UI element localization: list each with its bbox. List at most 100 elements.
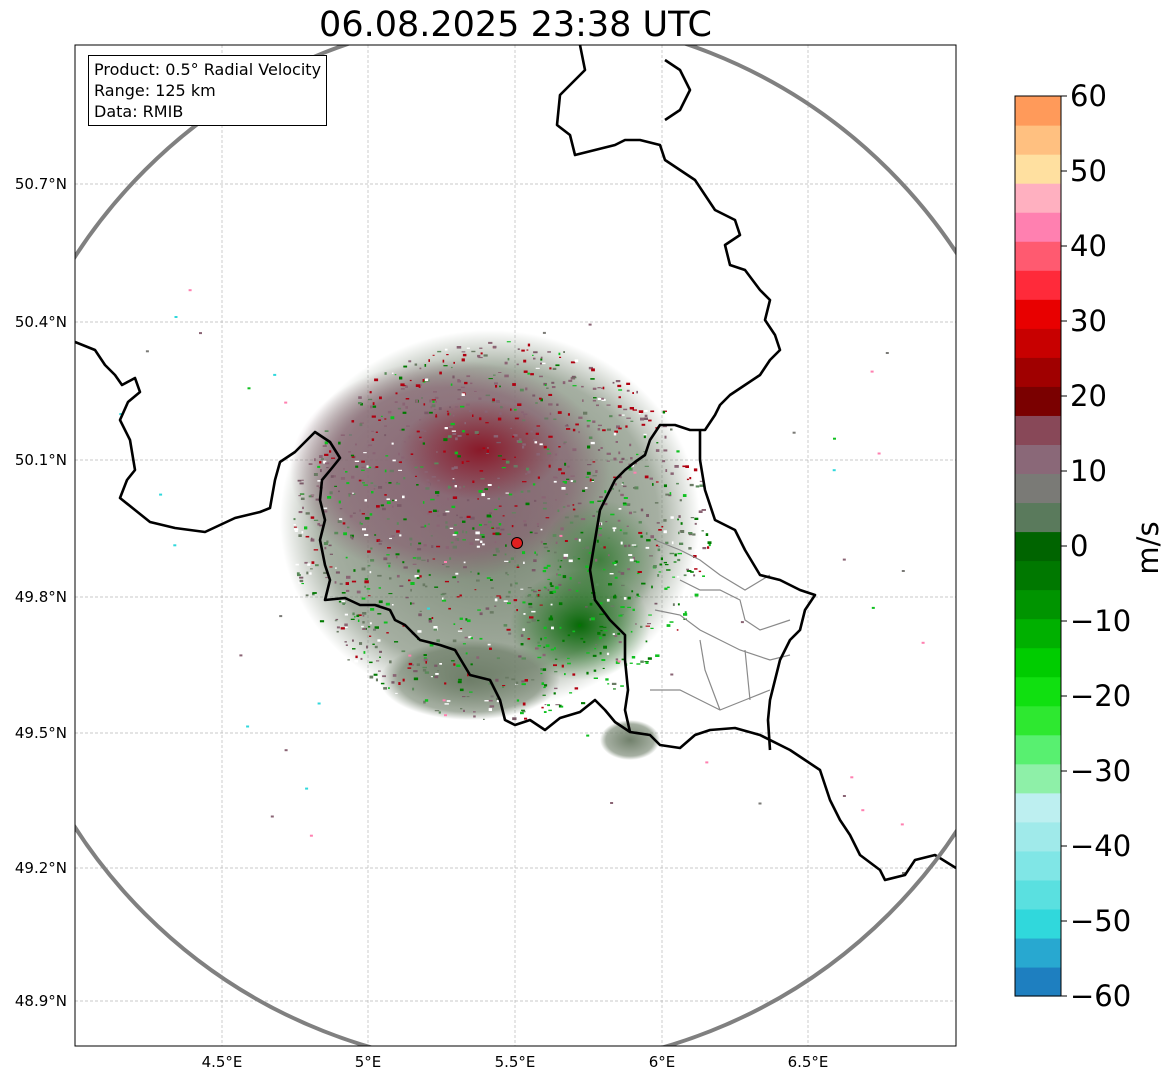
echo-pixel (530, 589, 535, 592)
echo-pixel (498, 505, 502, 507)
echo-pixel (389, 577, 392, 580)
x-tick-label: 5°E (355, 1053, 382, 1071)
echo-pixel (670, 472, 674, 475)
echo-pixel (357, 619, 360, 622)
echo-pixel (694, 522, 697, 525)
echo-pixel (457, 398, 461, 400)
echo-pixel (640, 417, 645, 421)
echo-pixel (470, 637, 473, 640)
echo-pixel (671, 541, 674, 545)
echo-pixel (603, 546, 606, 549)
echo-pixel (586, 652, 590, 654)
echo-pixel (323, 460, 327, 464)
echo-pixel (346, 589, 350, 592)
echo-pixel (647, 657, 652, 660)
echo-pixel (525, 432, 529, 435)
echo-pixel (531, 610, 536, 613)
echo-pixel (618, 427, 622, 430)
echo-pixel (549, 582, 553, 586)
echo-pixel (508, 590, 511, 594)
echo-pixel (585, 546, 590, 549)
echo-pixel (340, 477, 346, 480)
echo-pixel (649, 555, 653, 557)
echo-pixel (379, 650, 382, 653)
echo-pixel (477, 572, 480, 575)
echo-pixel (408, 435, 411, 439)
echo-pixel (605, 678, 609, 681)
echo-pixel (547, 454, 551, 457)
echo-pixel (392, 499, 395, 502)
echo-pixel (428, 619, 433, 623)
echo-pixel (466, 403, 470, 406)
echo-pixel (537, 619, 540, 622)
echo-pixel (510, 408, 512, 411)
echo-pixel (555, 364, 560, 367)
echo-pixel (401, 456, 405, 459)
echo-pixel (627, 606, 631, 608)
echo-pixel (542, 362, 546, 365)
echo-pixel (309, 834, 313, 837)
echo-pixel (445, 509, 449, 512)
echo-pixel (418, 542, 422, 545)
echo-pixel (363, 651, 366, 654)
echo-pixel (454, 451, 458, 455)
echo-pixel (643, 417, 648, 420)
echo-pixel (452, 496, 458, 499)
echo-pixel (398, 461, 402, 463)
echo-pixel (622, 482, 624, 485)
echo-pixel (351, 420, 355, 423)
echo-pixel (645, 640, 648, 643)
colorbar-segment (1015, 531, 1061, 562)
echo-pixel (620, 685, 624, 687)
echo-pixel (159, 493, 163, 496)
echo-pixel (551, 386, 556, 389)
echo-pixel (246, 725, 250, 728)
echo-pixel (535, 367, 540, 369)
echo-pixel (621, 584, 625, 587)
echo-pixel (360, 422, 364, 424)
echo-pixel (367, 550, 371, 553)
echo-pixel (632, 392, 634, 394)
echo-pixel (425, 487, 430, 490)
echo-pixel (602, 633, 606, 637)
echo-pixel (460, 386, 465, 388)
echo-pixel (466, 515, 471, 518)
echo-pixel (570, 480, 574, 482)
echo-pixel (372, 452, 376, 455)
echo-pixel (477, 354, 481, 358)
echo-pixel (420, 526, 425, 528)
echo-pixel (373, 467, 377, 469)
echo-pixel (547, 578, 551, 580)
echo-pixel (689, 477, 692, 480)
echo-pixel (556, 573, 558, 576)
echo-pixel (394, 641, 399, 643)
echo-pixel (527, 343, 531, 347)
echo-pixel (410, 602, 412, 605)
echo-pixel (542, 668, 547, 671)
echo-pixel (518, 440, 523, 443)
echo-pixel (529, 531, 533, 534)
echo-pixel (508, 493, 513, 496)
echo-pixel (682, 465, 687, 468)
echo-pixel (403, 441, 406, 443)
echo-pixel (603, 630, 608, 632)
echo-pixel (408, 360, 412, 363)
echo-pixel (437, 479, 440, 482)
echo-pixel (609, 415, 613, 418)
echo-pixel (542, 570, 547, 573)
echo-pixel (367, 466, 372, 469)
echo-pixel (413, 670, 418, 673)
echo-pixel (686, 570, 691, 572)
echo-pixel (707, 541, 712, 544)
echo-pixel (546, 448, 550, 450)
echo-pixel (606, 404, 611, 406)
echo-pixel (622, 502, 628, 506)
echo-pixel (618, 389, 623, 391)
echo-pixel (674, 465, 679, 468)
echo-pixel (546, 564, 551, 567)
echo-pixel (386, 632, 389, 634)
echo-pixel (548, 709, 552, 712)
echo-pixel (577, 558, 581, 560)
echo-pixel (356, 590, 361, 594)
echo-pixel (544, 384, 547, 386)
